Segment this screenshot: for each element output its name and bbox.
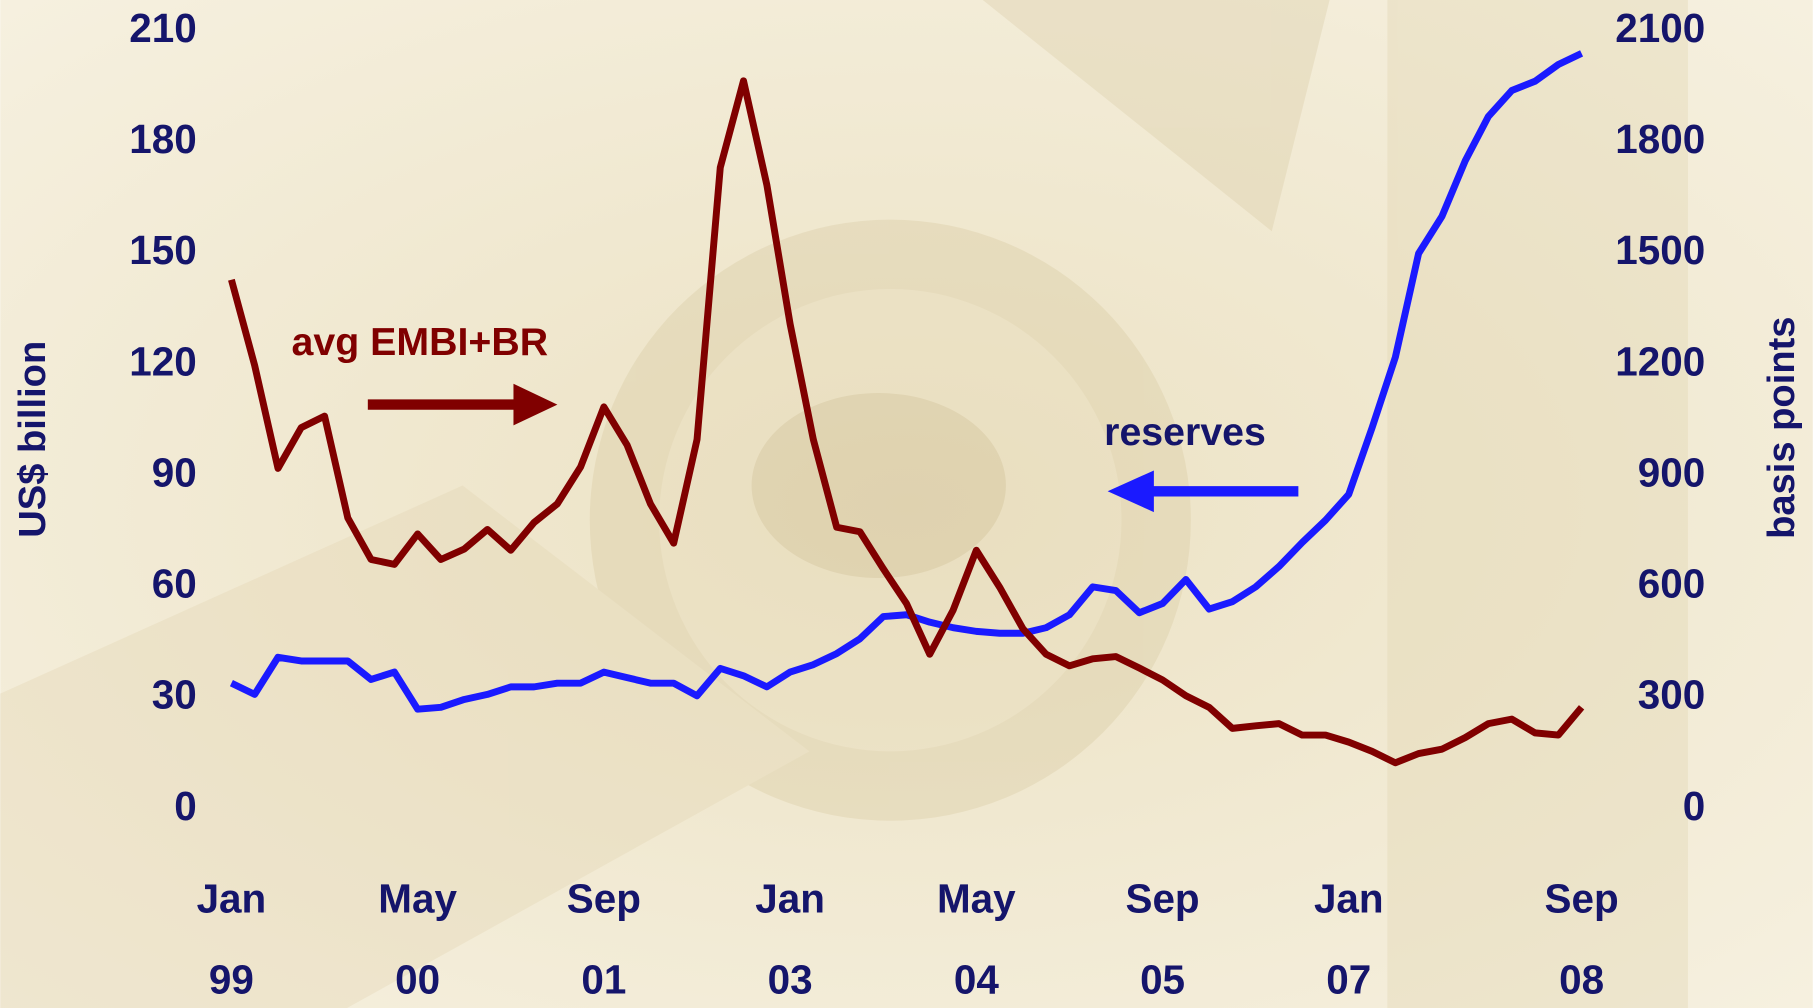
- y-tick-label: 120: [129, 338, 196, 384]
- y-tick-label: 150: [129, 227, 196, 273]
- y-tick-label: 0: [174, 783, 196, 829]
- x-tick-label: 05: [1140, 956, 1185, 1002]
- page: {"chart_data": { "type": "line", "x": ["…: [0, 0, 1813, 1008]
- x-tick-label: Jan: [1314, 875, 1384, 921]
- y-tick-label: 90: [152, 449, 197, 495]
- y-tick-label: 30: [152, 672, 197, 718]
- x-tick-label: 04: [954, 956, 999, 1002]
- x-tick-label: Sep: [567, 875, 641, 921]
- y2-tick-label: 1800: [1615, 116, 1705, 162]
- x-tick-label: 08: [1559, 956, 1604, 1002]
- x-tick-label: 01: [581, 956, 626, 1002]
- y-tick-label: 60: [152, 561, 197, 607]
- y2-tick-label: 1200: [1615, 338, 1705, 384]
- y2-tick-label: 600: [1638, 561, 1705, 607]
- y2-tick-label: 1500: [1615, 227, 1705, 273]
- x-tick-label: 07: [1326, 956, 1371, 1002]
- y2-axis-title: basis points: [1760, 316, 1803, 538]
- y2-tick-label: 900: [1638, 449, 1705, 495]
- x-tick-label: Jan: [197, 875, 267, 921]
- x-tick-label: 99: [209, 956, 254, 1002]
- y-tick-label: 180: [129, 116, 196, 162]
- x-tick-label: Jan: [755, 875, 825, 921]
- y-axis-title: US$ billion: [11, 341, 54, 538]
- y-tick-label: 210: [129, 5, 196, 51]
- y2-tick-label: 0: [1683, 783, 1706, 829]
- x-tick-label: 00: [395, 956, 440, 1002]
- x-tick-label: May: [378, 875, 457, 921]
- x-tick-label: May: [937, 875, 1016, 921]
- x-tick-label: Sep: [1125, 875, 1199, 921]
- y2-tick-label: 300: [1638, 672, 1705, 718]
- series-annotation: reserves: [1104, 410, 1266, 454]
- series-annotation: avg EMBI+BR: [292, 320, 549, 364]
- x-tick-label: Sep: [1544, 875, 1618, 921]
- y2-tick-label: 2100: [1615, 5, 1705, 51]
- chart: US$ billion basis points 030609012015018…: [0, 0, 1813, 1008]
- x-tick-label: 03: [768, 956, 813, 1002]
